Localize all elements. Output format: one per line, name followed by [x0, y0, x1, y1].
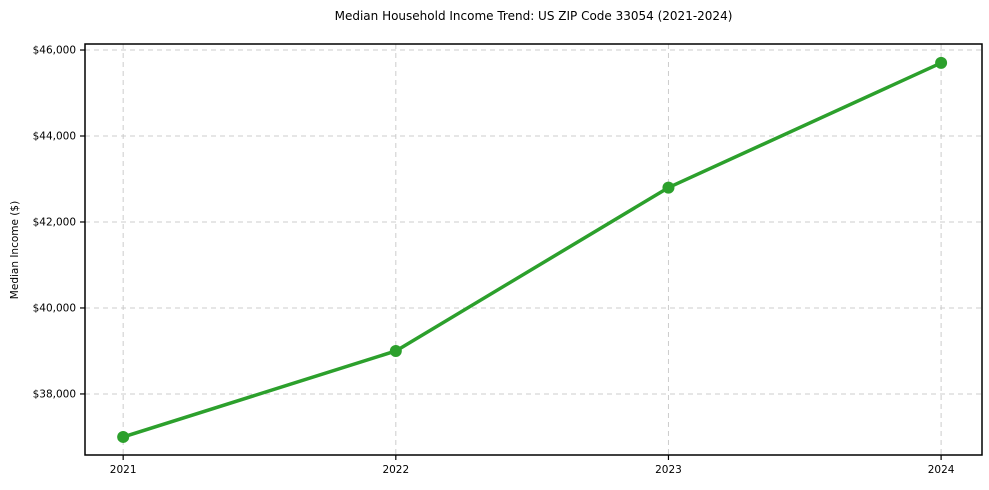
x-tick-label: 2024	[928, 464, 955, 476]
income-trend-line	[121, 61, 943, 439]
chart-title: Median Household Income Trend: US ZIP Co…	[334, 9, 733, 23]
data-point-2023	[662, 181, 675, 194]
x-tick-label: 2023	[655, 464, 682, 476]
y-tick-label: $40,000	[33, 302, 76, 314]
y-tick-label: $44,000	[33, 131, 76, 143]
y-tick-label: $38,000	[33, 388, 76, 400]
data-point-2024	[935, 56, 948, 69]
data-point-2021	[117, 430, 130, 443]
y-tick-label: $42,000	[33, 216, 76, 228]
data-point-2022	[389, 344, 402, 357]
x-tick-label: 2022	[382, 464, 409, 476]
x-tick-label: 2021	[110, 464, 137, 476]
axes-border	[84, 43, 983, 456]
y-tick-label: $46,000	[33, 45, 76, 57]
